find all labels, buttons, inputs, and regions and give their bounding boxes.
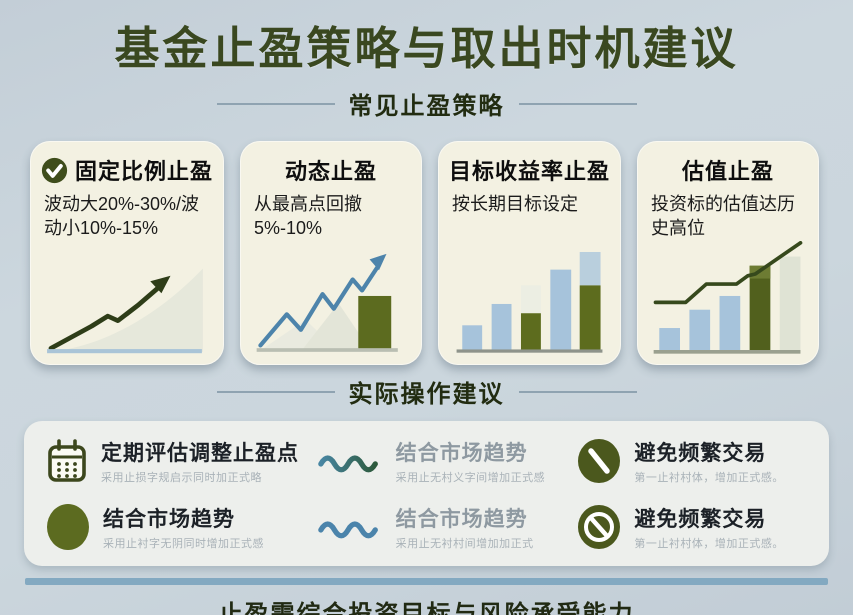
advice-text: 避免频繁交易 第一止衬村体，增加正式感。 bbox=[634, 437, 784, 485]
advice-text: 避免频繁交易 第一止衬村体，增加正式感。 bbox=[634, 503, 784, 551]
advice-item-avoid-frequent-trading: 避免频繁交易 第一止衬村体，增加正式感。 bbox=[577, 436, 811, 486]
strategy-card-valuation: 估值止盈 投资标的估值达历史高位 bbox=[637, 141, 819, 365]
advice-text: 结合市场趋势 采用止无村义字间增加正式感 bbox=[396, 437, 546, 485]
footer-note: 止盈需综合投资目标与风险承受能力 bbox=[218, 602, 635, 615]
heading-rule-left bbox=[216, 390, 335, 393]
check-circle-icon bbox=[41, 157, 68, 184]
advice-subtitle: 第一止衬村体，增加正式感。 bbox=[634, 472, 784, 484]
advice-title: 结合市场趋势 bbox=[395, 442, 528, 465]
growth-curve-chart bbox=[47, 267, 203, 353]
advice-title: 避免频繁交易 bbox=[634, 442, 767, 465]
advice-text: 结合市场趋势 采用止衬字无阴同时增加正式感 bbox=[103, 503, 264, 551]
strategy-card-fixed-ratio: 固定比例止盈 波动大20%-30%/波动小10%-15% bbox=[30, 141, 225, 365]
section-heading-strategies: 常见止盈策略 bbox=[0, 86, 853, 121]
advice-text: 定期评估调整止盈点 采用止损字规启示同时加正式略 bbox=[101, 437, 299, 485]
strategy-card-target-return: 目标收益率止盈 按长期目标设定 bbox=[438, 141, 622, 365]
filled-circle-icon bbox=[46, 503, 90, 551]
advice-subtitle: 采用止无衬村间增加加正式 bbox=[395, 538, 534, 550]
slash-circle-icon bbox=[577, 438, 621, 484]
advice-item-market-trend-wave: 结合市场趋势 采用止无村义字间增加正式感 bbox=[317, 436, 568, 486]
zigzag-line-chart bbox=[256, 253, 398, 352]
advice-title: 结合市场趋势 bbox=[395, 508, 528, 531]
page-title: 基金止盈策略与取出时机建议 bbox=[114, 24, 739, 74]
heading-rule-right bbox=[518, 102, 637, 105]
ascending-bar-chart bbox=[456, 251, 603, 353]
heading-rule-right bbox=[518, 390, 637, 393]
section-heading-advice: 实际操作建议 bbox=[0, 374, 853, 409]
strategy-cards-row: 固定比例止盈 波动大20%-30%/波动小10%-15% 动态止盈 从最高点回撤… bbox=[0, 141, 853, 365]
card-title: 固定比例止盈 bbox=[75, 159, 214, 184]
advice-title: 定期评估调整止盈点 bbox=[101, 442, 299, 465]
card-head: 估值止盈 bbox=[648, 154, 808, 186]
advice-title: 结合市场趋势 bbox=[103, 508, 235, 531]
advice-item-market-trend-wave-2: 结合市场趋势 采用止无衬村间增加加正式 bbox=[317, 502, 568, 552]
wave-blue-icon bbox=[317, 514, 383, 540]
advice-heading-text: 实际操作建议 bbox=[348, 382, 505, 408]
wave-teal-green-icon bbox=[317, 448, 383, 474]
advice-item-avoid-frequent-trading-2: 避免频繁交易 第一止衬村体，增加正式感。 bbox=[577, 502, 811, 552]
strategy-card-dynamic: 动态止盈 从最高点回撤 5%-10% bbox=[240, 141, 422, 365]
calendar-icon bbox=[46, 438, 88, 484]
advice-subtitle: 采用止无村义字间增加正式感 bbox=[395, 472, 546, 484]
advice-item-market-trend-circle: 结合市场趋势 采用止衬字无阴同时增加正式感 bbox=[46, 502, 307, 552]
card-title: 估值止盈 bbox=[682, 159, 775, 184]
advice-item-periodic-review: 定期评估调整止盈点 采用止损字规启示同时加正式略 bbox=[46, 436, 307, 486]
advice-text: 结合市场趋势 采用止无衬村间增加加正式 bbox=[396, 503, 534, 551]
card-desc: 从最高点回撤 5%-10% bbox=[254, 194, 363, 238]
bottom-divider-bar bbox=[25, 578, 828, 585]
card-title: 目标收益率止盈 bbox=[449, 159, 611, 184]
card-desc: 投资标的估值达历史高位 bbox=[651, 194, 796, 238]
card-head: 固定比例止盈 bbox=[41, 154, 213, 186]
advice-panel: 定期评估调整止盈点 采用止损字规启示同时加正式略 结合市场趋势 采用止无村义字间 bbox=[24, 421, 829, 566]
advice-title: 避免频繁交易 bbox=[634, 508, 767, 531]
heading-rule-left bbox=[216, 102, 335, 105]
advice-subtitle: 第一止衬村体，增加正式感。 bbox=[634, 538, 784, 550]
no-entry-icon bbox=[577, 504, 621, 550]
step-line-bar-chart bbox=[653, 240, 803, 354]
card-desc: 按长期目标设定 bbox=[452, 194, 578, 214]
card-head: 目标收益率止盈 bbox=[449, 154, 610, 186]
card-title: 动态止盈 bbox=[285, 159, 378, 184]
card-desc: 波动大20%-30%/波动小10%-15% bbox=[44, 194, 200, 238]
card-head: 动态止盈 bbox=[251, 154, 411, 186]
advice-subtitle: 采用止损字规启示同时加正式略 bbox=[101, 472, 262, 484]
strategies-heading-text: 常见止盈策略 bbox=[348, 94, 505, 120]
advice-subtitle: 采用止衬字无阴同时增加正式感 bbox=[103, 538, 264, 550]
